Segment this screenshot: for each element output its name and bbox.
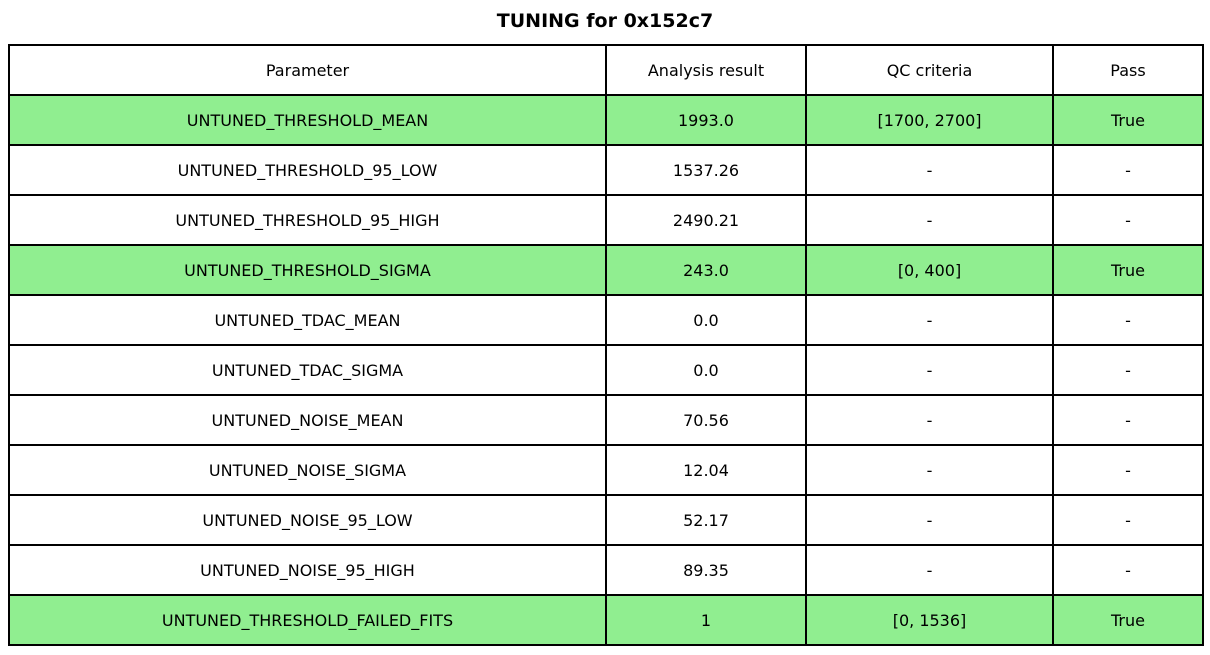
column-header-pass: Pass	[1052, 44, 1204, 96]
table-row: UNTUNED_THRESHOLD_MEAN 1993.0 [1700, 2700]…	[8, 94, 1204, 146]
cell-criteria: -	[805, 144, 1054, 196]
cell-criteria: -	[805, 494, 1054, 546]
cell-result: 1	[605, 594, 807, 646]
header-row: Parameter Analysis result QC criteria Pa…	[8, 44, 1204, 96]
cell-pass: -	[1052, 194, 1204, 246]
table-row: UNTUNED_THRESHOLD_SIGMA 243.0 [0, 400] True	[8, 244, 1204, 296]
cell-parameter: UNTUNED_TDAC_MEAN	[8, 294, 607, 346]
cell-parameter: UNTUNED_TDAC_SIGMA	[8, 344, 607, 396]
cell-criteria: -	[805, 194, 1054, 246]
table-row: UNTUNED_NOISE_95_LOW 52.17- -	[8, 494, 1204, 546]
table-row: UNTUNED_NOISE_95_HIGH 89.35- -	[8, 544, 1204, 596]
cell-parameter: UNTUNED_THRESHOLD_95_HIGH	[8, 194, 607, 246]
table-row: UNTUNED_TDAC_SIGMA 0.0- -	[8, 344, 1204, 396]
column-header-analysis-result: Analysis result	[605, 44, 807, 96]
cell-pass: -	[1052, 494, 1204, 546]
cell-pass: -	[1052, 544, 1204, 596]
cell-pass: True	[1052, 594, 1204, 646]
cell-criteria: -	[805, 394, 1054, 446]
table-row: UNTUNED_NOISE_SIGMA 12.04- -	[8, 444, 1204, 496]
column-header-parameter: Parameter	[8, 44, 607, 96]
cell-result: 12.04	[605, 444, 807, 496]
cell-pass: -	[1052, 444, 1204, 496]
cell-result: 1537.26	[605, 144, 807, 196]
cell-parameter: UNTUNED_NOISE_95_HIGH	[8, 544, 607, 596]
cell-result: 0.0	[605, 294, 807, 346]
cell-result: 2490.21	[605, 194, 807, 246]
table-row: UNTUNED_THRESHOLD_95_LOW 1537.26- -	[8, 144, 1204, 196]
cell-pass: -	[1052, 144, 1204, 196]
cell-result: 89.35	[605, 544, 807, 596]
cell-parameter: UNTUNED_NOISE_MEAN	[8, 394, 607, 446]
cell-criteria: -	[805, 544, 1054, 596]
cell-parameter: UNTUNED_NOISE_95_LOW	[8, 494, 607, 546]
table-row: UNTUNED_THRESHOLD_FAILED_FITS 1 [0, 1536] T…	[8, 594, 1204, 646]
table-row: UNTUNED_TDAC_MEAN 0.0- -	[8, 294, 1204, 346]
cell-pass: -	[1052, 344, 1204, 396]
cell-criteria: -	[805, 444, 1054, 496]
cell-criteria: [0, 400]	[805, 244, 1054, 296]
cell-criteria: [1700, 2700]	[805, 94, 1054, 146]
cell-result: 0.0	[605, 344, 807, 396]
cell-result: 52.17	[605, 494, 807, 546]
cell-parameter: UNTUNED_THRESHOLD_FAILED_FITS	[8, 594, 607, 646]
cell-pass: -	[1052, 294, 1204, 346]
cell-parameter: UNTUNED_THRESHOLD_95_LOW	[8, 144, 607, 196]
cell-criteria: -	[805, 344, 1054, 396]
cell-pass: True	[1052, 244, 1204, 296]
cell-criteria: -	[805, 294, 1054, 346]
qc-table-body: UNTUNED_THRESHOLD_MEAN 1993.0 [1700, 2700]…	[8, 94, 1204, 646]
cell-result: 1993.0	[605, 94, 807, 146]
column-header-qc-criteria: QC criteria	[805, 44, 1054, 96]
table-row: UNTUNED_THRESHOLD_95_HIGH 2490.21- -	[8, 194, 1204, 246]
cell-result: 70.56	[605, 394, 807, 446]
table-row: UNTUNED_NOISE_MEAN 70.56- -	[8, 394, 1204, 446]
cell-result: 243.0	[605, 244, 807, 296]
cell-pass: -	[1052, 394, 1204, 446]
cell-parameter: UNTUNED_THRESHOLD_MEAN	[8, 94, 607, 146]
page-title: TUNING for 0x152c7	[496, 10, 714, 32]
cell-parameter: UNTUNED_NOISE_SIGMA	[8, 444, 607, 496]
qc-table-header: Parameter Analysis result QC criteria Pa…	[8, 44, 1204, 96]
cell-criteria: [0, 1536]	[805, 594, 1054, 646]
cell-pass: True	[1052, 94, 1204, 146]
qc-results-table: Parameter Analysis result QC criteria Pa…	[8, 44, 1204, 646]
cell-parameter: UNTUNED_THRESHOLD_SIGMA	[8, 244, 607, 296]
